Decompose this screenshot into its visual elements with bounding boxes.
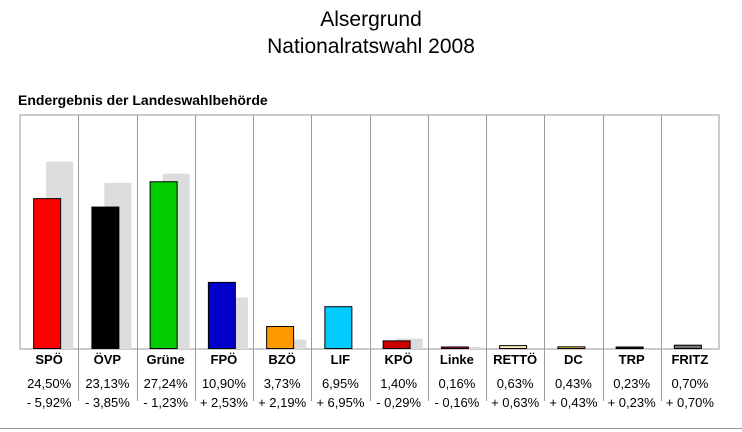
change-label: + 0,23% bbox=[608, 395, 657, 410]
change-label: + 2,19% bbox=[258, 395, 307, 410]
result-bar bbox=[91, 206, 120, 349]
category-label: TRP bbox=[619, 352, 645, 367]
value-label: 0,43% bbox=[555, 376, 592, 391]
result-bar bbox=[673, 344, 702, 350]
change-label: - 1,23% bbox=[143, 395, 188, 410]
result-bar bbox=[324, 306, 353, 350]
category-label: Grüne bbox=[146, 352, 184, 367]
result-caption: Endergebnis der Landeswahlbehörde bbox=[18, 92, 268, 108]
value-label: 0,70% bbox=[671, 376, 708, 391]
chart-subtitle: Nationalratswahl 2008 bbox=[267, 35, 475, 58]
change-label: + 0,43% bbox=[549, 395, 598, 410]
value-label: 0,63% bbox=[497, 376, 534, 391]
category-label: SPÖ bbox=[35, 352, 62, 367]
change-label: - 0,16% bbox=[434, 395, 479, 410]
value-label: 0,16% bbox=[438, 376, 475, 391]
result-bar bbox=[440, 346, 469, 349]
value-label: 6,95% bbox=[322, 376, 359, 391]
change-label: - 3,85% bbox=[85, 395, 130, 410]
result-bar bbox=[499, 345, 528, 349]
category-label: DC bbox=[564, 352, 583, 367]
change-label: + 6,95% bbox=[316, 395, 365, 410]
result-bar bbox=[382, 340, 411, 349]
chart-title: Alsergrund bbox=[320, 8, 422, 31]
value-label: 27,24% bbox=[144, 376, 189, 391]
change-label: - 5,92% bbox=[27, 395, 72, 410]
change-label: + 0,63% bbox=[491, 395, 540, 410]
category-label: Linke bbox=[440, 352, 474, 367]
category-label: ÖVP bbox=[94, 352, 122, 367]
result-bar bbox=[207, 281, 236, 349]
category-label: FRITZ bbox=[671, 352, 708, 367]
result-bar bbox=[33, 198, 62, 349]
title-block: Alsergrund Nationalratswahl 2008 bbox=[0, 6, 742, 60]
value-label: 1,40% bbox=[380, 376, 417, 391]
category-label: LIF bbox=[331, 352, 351, 367]
change-label: + 0,70% bbox=[666, 395, 715, 410]
change-label: + 2,53% bbox=[200, 395, 249, 410]
value-label: 24,50% bbox=[27, 376, 72, 391]
result-bar bbox=[266, 326, 295, 350]
category-label: FPÖ bbox=[211, 352, 238, 367]
plot-frame bbox=[19, 114, 720, 350]
value-label: 0,23% bbox=[613, 376, 650, 391]
value-label: 3,73% bbox=[264, 376, 301, 391]
category-label: KPÖ bbox=[385, 352, 413, 367]
change-label: - 0,29% bbox=[376, 395, 421, 410]
category-label: BZÖ bbox=[268, 352, 295, 367]
result-bar bbox=[149, 181, 178, 349]
category-label: RETTÖ bbox=[493, 352, 537, 367]
bottom-divider bbox=[0, 428, 742, 429]
value-label: 23,13% bbox=[85, 376, 130, 391]
value-label: 10,90% bbox=[202, 376, 247, 391]
result-bar bbox=[557, 346, 586, 350]
result-bar bbox=[615, 346, 644, 349]
